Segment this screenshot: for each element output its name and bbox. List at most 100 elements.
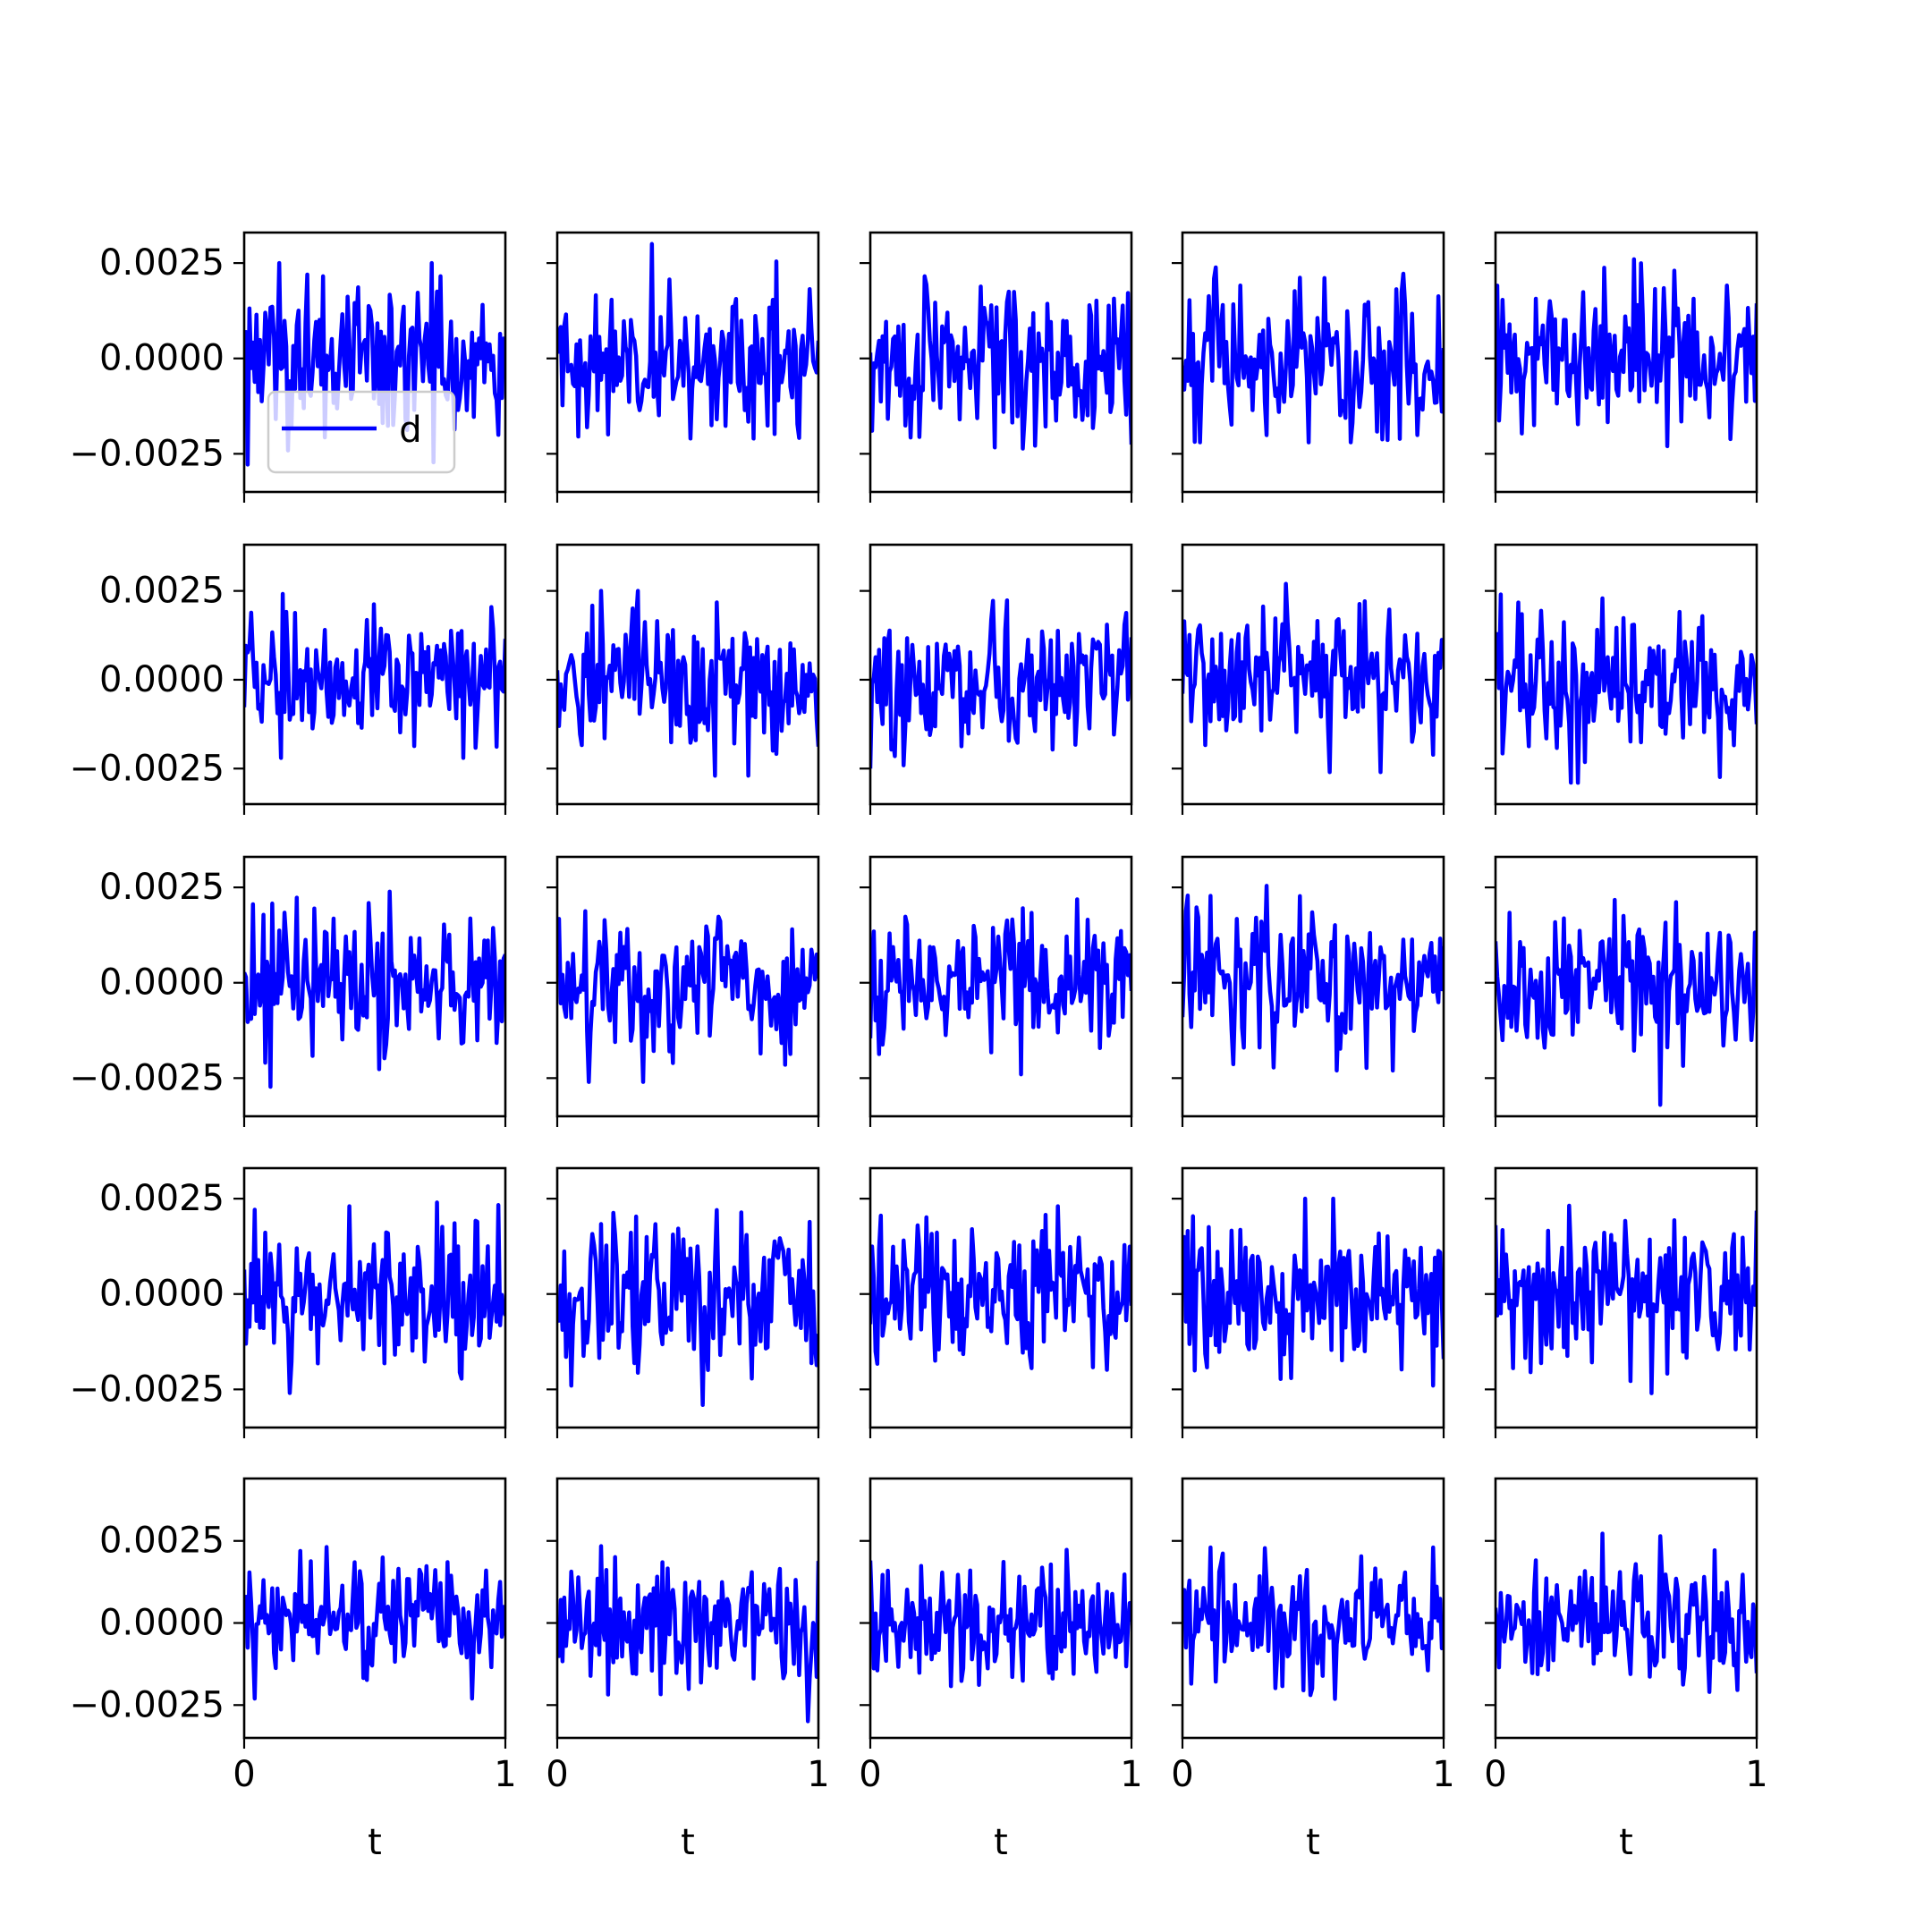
x-axis-label-c4: t — [1306, 1822, 1320, 1863]
subplot-r1-c4 — [1172, 231, 1445, 503]
axes-frame-r3-c1 — [242, 855, 507, 1118]
subplot-r4-c2 — [547, 1166, 820, 1438]
x-tick-label-c5: 1 — [1745, 1754, 1767, 1795]
y-tick-label-r5: 0.0000 — [99, 1603, 225, 1644]
x-axis-label-c2: t — [681, 1822, 695, 1863]
axes-frame-r5-c3 — [869, 1477, 1133, 1740]
axes-frame-r3-c4 — [1181, 855, 1445, 1118]
series-line-d-r5-c2 — [557, 1544, 818, 1724]
axes-frame-r3-c2 — [555, 855, 820, 1118]
subplot-r4-c3 — [860, 1166, 1133, 1438]
x-tick-label-c2: 0 — [546, 1754, 568, 1795]
axes-frame-r4-c2 — [555, 1166, 820, 1429]
series-line-d-r2-c1 — [244, 591, 505, 760]
axes-frame-r1-c4 — [1181, 231, 1445, 494]
axes-frame-r5-c4 — [1181, 1477, 1445, 1740]
series-line-d-r5-c1 — [244, 1545, 505, 1701]
series-line-d-r5-c4 — [1182, 1545, 1444, 1701]
y-tick-label-r3: 0.0000 — [99, 962, 225, 1004]
x-tick-label-c1: 0 — [233, 1754, 255, 1795]
x-axis-label-c1: t — [368, 1822, 382, 1863]
axes-frame-r2-c2 — [555, 543, 820, 806]
x-axis-label-c3: t — [994, 1822, 1008, 1863]
axes-frame-r3-c3 — [869, 855, 1133, 1118]
subplot-r5-c5: 0 1 t — [1484, 1477, 1768, 1863]
series-line-d-r4-c4 — [1182, 1196, 1444, 1388]
axes-frame-r2-c4 — [1181, 543, 1445, 806]
y-tick-label-r2: −0.0025 — [70, 748, 225, 789]
x-tick-label-c3: 0 — [859, 1754, 881, 1795]
axes-frame-r1-c2 — [555, 231, 820, 494]
y-tick-label-r4: 0.0000 — [99, 1274, 225, 1315]
subplot-r1-c3 — [860, 231, 1133, 503]
y-tick-label-r2: 0.0000 — [99, 659, 225, 700]
y-tick-label-r4: −0.0025 — [70, 1368, 225, 1410]
subplot-r1-c2 — [547, 231, 820, 503]
subplot-r5-c1: −0.0025 0.0000 0.0025 0 1 t — [70, 1477, 517, 1863]
series-line-d-r3-c5 — [1496, 897, 1757, 1107]
series-line-d-r2-c5 — [1496, 592, 1757, 785]
subplot-r1-c1: −0.0025 0.0000 0.0025 d — [70, 231, 507, 503]
y-tick-label-r2: 0.0025 — [99, 571, 225, 612]
axes-frame-r5-c5 — [1494, 1477, 1758, 1740]
series-line-d-r1-c3 — [870, 274, 1131, 451]
x-tick-label-c4: 1 — [1432, 1754, 1454, 1795]
y-tick-label-r5: 0.0025 — [99, 1521, 225, 1562]
subplot-r5-c2: 0 1 t — [546, 1477, 830, 1863]
subplot-r2-c5 — [1485, 543, 1758, 815]
series-line-d-r4-c3 — [870, 1204, 1131, 1372]
y-tick-label-r4: 0.0025 — [99, 1178, 225, 1219]
x-tick-label-c2: 1 — [807, 1754, 829, 1795]
subplot-r2-c1: −0.0025 0.0000 0.0025 — [70, 543, 507, 815]
subplot-r2-c3 — [860, 543, 1133, 815]
x-tick-label-c3: 1 — [1120, 1754, 1142, 1795]
y-tick-label-r1: −0.0025 — [70, 433, 225, 474]
axes-frame-r1-c5 — [1494, 231, 1758, 494]
series-line-d-r1-c4 — [1182, 265, 1444, 445]
series-line-d-r3-c3 — [870, 897, 1131, 1077]
subplot-r3-c4 — [1172, 855, 1445, 1127]
series-line-d-r3-c1 — [244, 889, 505, 1089]
series-line-d-r3-c2 — [557, 909, 818, 1084]
axes-frame-r5-c1 — [242, 1477, 507, 1740]
x-axis-label-c5: t — [1619, 1822, 1633, 1863]
y-tick-label-r1: 0.0025 — [99, 242, 225, 284]
axes-frame-r1-c1 — [242, 231, 507, 494]
series-line-d-r5-c5 — [1496, 1531, 1757, 1694]
series-line-d-r2-c2 — [557, 589, 818, 778]
axes-frame-r4-c4 — [1181, 1166, 1445, 1429]
legend-label-d: d — [399, 410, 421, 451]
axes-frame-r1-c3 — [869, 231, 1133, 494]
axes-frame-r2-c1 — [242, 543, 507, 806]
subplot-r3-c2 — [547, 855, 820, 1127]
subplot-r2-c4 — [1172, 543, 1445, 815]
subplot-r2-c2 — [547, 543, 820, 815]
x-tick-label-c1: 1 — [494, 1754, 516, 1795]
series-line-d-r5-c3 — [870, 1547, 1131, 1689]
y-tick-label-r3: 0.0025 — [99, 867, 225, 908]
subplot-r3-c3 — [860, 855, 1133, 1127]
axes-frame-r2-c5 — [1494, 543, 1758, 806]
subplot-r3-c5 — [1485, 855, 1758, 1127]
series-line-d-r2-c3 — [870, 598, 1131, 769]
series-line-d-r1-c5 — [1496, 257, 1757, 449]
axes-frame-r4-c5 — [1494, 1166, 1758, 1429]
axes-frame-r4-c1 — [242, 1166, 507, 1429]
legend-box — [267, 390, 456, 474]
series-line-d-r1-c2 — [557, 242, 818, 441]
series-line-d-r3-c4 — [1182, 884, 1444, 1073]
series-line-d-r4-c2 — [557, 1208, 818, 1407]
series-line-d-r2-c4 — [1182, 581, 1444, 775]
subplot-r5-c4: 0 1 t — [1171, 1477, 1455, 1863]
axes-frame-r3-c5 — [1494, 855, 1758, 1118]
axes-frame-r2-c3 — [869, 543, 1133, 806]
legend: d — [267, 390, 456, 474]
series-line-d-r4-c5 — [1496, 1203, 1757, 1395]
subplot-r3-c1: −0.0025 0.0000 0.0025 — [70, 855, 507, 1127]
y-tick-label-r1: 0.0000 — [99, 338, 225, 379]
x-tick-label-c4: 0 — [1171, 1754, 1193, 1795]
y-tick-label-r3: −0.0025 — [70, 1057, 225, 1098]
axes-frame-r4-c3 — [869, 1166, 1133, 1429]
subplot-r4-c5 — [1485, 1166, 1758, 1438]
